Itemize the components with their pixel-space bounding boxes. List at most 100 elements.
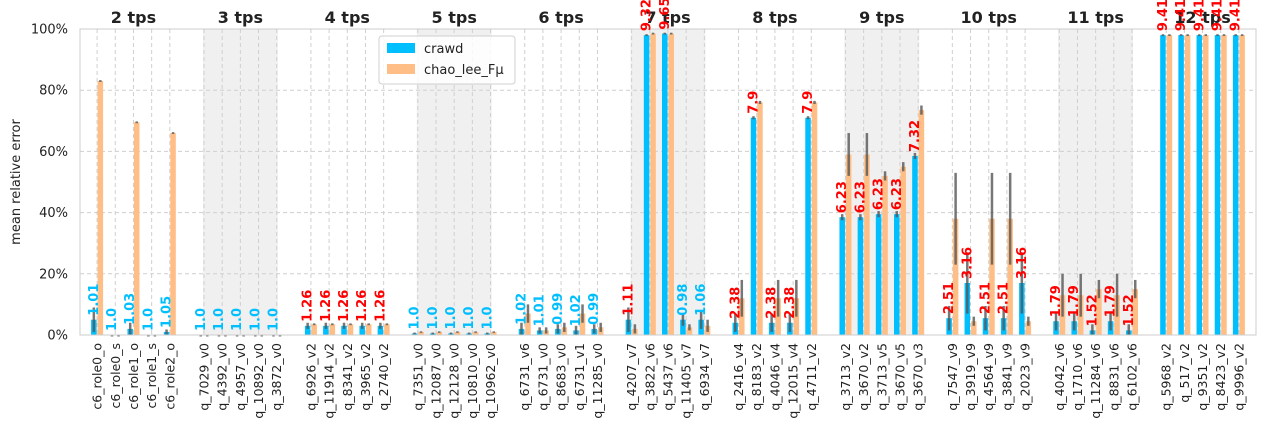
bar-chao-lee xyxy=(952,218,959,335)
x-tick-label: q_12087_v0 xyxy=(429,343,444,419)
x-tick-label: q_12015_v4 xyxy=(786,343,801,419)
x-tick-label: q_3822_v6 xyxy=(642,343,657,411)
bar-annotation: 1.79 xyxy=(1104,285,1119,317)
bar-annotation: 9.41 xyxy=(1174,0,1189,31)
bar-annotation: 7.9 xyxy=(746,91,761,114)
group-title: 2 tps xyxy=(111,8,156,27)
bar-crawd xyxy=(875,214,882,335)
x-tick-label: q_4392_v0 xyxy=(215,343,230,411)
x-tick-label: q_2023_v9 xyxy=(1018,343,1033,411)
x-tick-label: q_10810_v0 xyxy=(465,343,480,419)
bar-chao-lee xyxy=(686,327,693,335)
bar-chao-lee xyxy=(864,154,870,335)
bar-annotation: 3.16 xyxy=(960,247,975,279)
x-tick-label: q_11914_v2 xyxy=(322,343,337,419)
bar-chao-lee xyxy=(436,331,442,335)
bar-chao-lee xyxy=(900,166,906,335)
bar-chao-lee xyxy=(329,324,336,335)
bar-chao-lee xyxy=(170,133,176,335)
bar-chao-lee xyxy=(1025,321,1032,335)
bar-chao-lee xyxy=(668,33,674,336)
x-tick-label: q_8423_v2 xyxy=(1213,343,1228,411)
x-tick-label: q_8831_v6 xyxy=(1106,343,1121,411)
bar-crawd xyxy=(680,319,686,335)
bar-crawd xyxy=(1214,35,1221,336)
bar-annotation: 1.0 xyxy=(105,308,120,331)
y-tick-label: 100% xyxy=(31,23,68,38)
x-tick-label: c6_role1_s xyxy=(144,343,159,408)
y-tick-label: 0% xyxy=(47,329,68,344)
bar-chao-lee xyxy=(365,324,372,335)
x-tick-label: q_4564_v9 xyxy=(981,343,996,411)
y-tick-label: 80% xyxy=(39,84,68,99)
group-title: 10 tps xyxy=(960,8,1016,27)
x-tick-label: c6_role1_o xyxy=(126,343,141,410)
bar-annotation: 1.0 xyxy=(266,308,281,331)
bar-annotation: 1.0 xyxy=(248,308,263,331)
bar-annotation: 1.79 xyxy=(1049,285,1064,317)
x-tick-label: q_6926_v2 xyxy=(303,343,318,411)
y-tick-label: 40% xyxy=(39,206,68,221)
bar-chao-lee xyxy=(133,122,140,335)
x-tick-label: c6_role2_o xyxy=(162,343,177,410)
group-titles-layer: 2 tps 3 tps 4 tps 5 tps 6 tps 7 tps 8 tps 9 tps… xyxy=(111,8,1231,27)
bar-chao-lee xyxy=(650,33,656,336)
bar-annotation: 6.23 xyxy=(835,181,850,213)
bar-annotation: 1.0 xyxy=(480,306,495,329)
bar-chao-lee xyxy=(418,331,424,335)
legend-swatch-chao-lee xyxy=(387,64,415,74)
x-tick-label: q_7351_v0 xyxy=(410,343,425,411)
bar-annotation: 1.11 xyxy=(621,284,636,316)
bar-chao-lee xyxy=(845,154,852,335)
x-tick-label: q_5437_v6 xyxy=(661,343,676,411)
group-title: 7 tps xyxy=(645,8,690,27)
bar-chao-lee xyxy=(1096,289,1102,335)
bar-crawd xyxy=(839,217,845,335)
bar-annotation: 1.0 xyxy=(426,306,441,329)
bar-chao-lee xyxy=(1239,35,1245,336)
bar-chao-lee xyxy=(811,102,818,335)
x-tick-label: q_3670_v2 xyxy=(856,343,871,411)
bar-chao-lee xyxy=(1184,35,1191,336)
x-tick-label: q_7029_v0 xyxy=(197,343,212,411)
x-tick-label: q_517_v2 xyxy=(1177,343,1192,403)
bar-annotation: 1.0 xyxy=(141,308,156,331)
y-tick-label: 20% xyxy=(39,267,68,282)
x-tick-label: q_4042_v6 xyxy=(1052,343,1067,411)
bar-annotation: 1.05 xyxy=(160,296,175,328)
bar-annotation: 1.26 xyxy=(373,290,388,322)
x-tick-label: q_4957_v0 xyxy=(233,343,248,411)
bar-annotation: 0.98 xyxy=(676,284,691,316)
bar-annotation: 1.0 xyxy=(194,308,209,331)
group-title: 9 tps xyxy=(859,8,904,27)
bar-chao-lee xyxy=(525,313,531,335)
plot-frame xyxy=(79,28,1257,336)
x-tick-label: q_4046_v4 xyxy=(767,343,782,411)
x-tick-label: q_6731_v6 xyxy=(517,343,532,411)
group-title: 11 tps xyxy=(1067,8,1123,27)
bar-annotation: 2.38 xyxy=(783,287,798,319)
group-title: 12 tps xyxy=(1174,8,1230,27)
bar-crawd xyxy=(341,325,347,335)
x-tick-label: q_6731_v0 xyxy=(535,343,550,411)
x-tick-label: q_8183_v2 xyxy=(749,343,764,411)
x-tick-label: q_10892_v0 xyxy=(251,343,266,419)
bar-annotation: 1.52 xyxy=(1122,294,1137,326)
bar-chao-lee xyxy=(97,81,104,336)
bar-annotation: 1.0 xyxy=(212,308,227,331)
x-tick-label: c6_role0_o xyxy=(90,343,105,410)
bar-crawd xyxy=(359,325,365,335)
x-tick-label: q_1710_v6 xyxy=(1070,343,1085,411)
bar-crawd xyxy=(805,117,811,336)
group-title: 3 tps xyxy=(218,8,263,27)
bar-chao-lee xyxy=(918,110,925,335)
bar-annotation: 9.65 xyxy=(658,0,673,30)
legend: crawd chao_lee_Fμ xyxy=(378,35,516,85)
x-tick-label: q_5968_v2 xyxy=(1159,343,1174,411)
bar-annotation: 1.06 xyxy=(694,284,709,316)
x-tick-label: q_3872_v0 xyxy=(269,343,284,411)
bar-annotation: 1.26 xyxy=(355,290,370,322)
bar-annotation: 9.41 xyxy=(1229,0,1244,31)
bar-annotation: 1.01 xyxy=(533,294,548,326)
x-tick-label: q_6102_v6 xyxy=(1125,343,1140,411)
